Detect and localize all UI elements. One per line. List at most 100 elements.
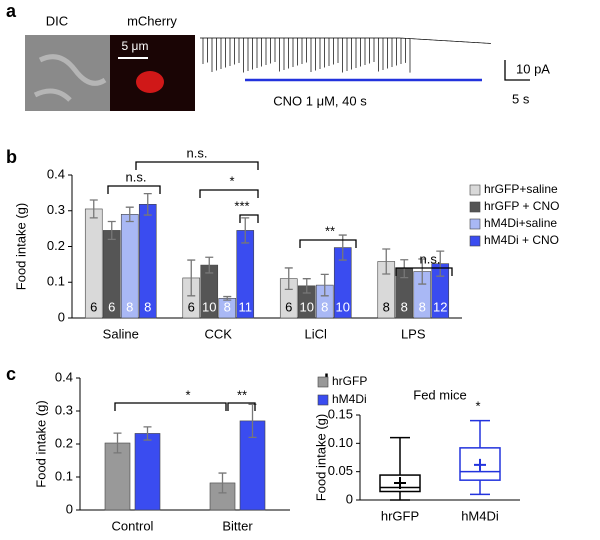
sig-label: ** — [325, 223, 335, 238]
scale-label: 10 pA — [516, 61, 550, 76]
sig-bracket — [114, 402, 227, 411]
error-bar — [284, 267, 293, 291]
error-bar — [143, 192, 152, 216]
error-bar — [320, 273, 329, 297]
n-label: 8 — [144, 299, 151, 314]
y-tick-label: 0 — [66, 501, 73, 516]
n-label: 10 — [202, 299, 216, 314]
error-bar — [302, 278, 311, 294]
y-axis-label: Food intake (g) — [13, 203, 28, 290]
mean-marker — [394, 477, 406, 489]
stimulus-label: CNO 1 μM, 40 s — [273, 93, 367, 108]
y-tick-label: 0.10 — [328, 435, 353, 450]
x-tick-label: LPS — [401, 326, 426, 341]
image-scale: 5 μm — [122, 39, 149, 53]
y-tick-label: 0.15 — [328, 406, 353, 421]
x-tick-label: hM4Di — [461, 508, 499, 523]
n-label: 6 — [285, 299, 292, 314]
n-label: 8 — [321, 299, 328, 314]
dic-texture — [33, 54, 107, 102]
error-bar — [436, 250, 445, 277]
y-tick-label: 0 — [58, 309, 65, 324]
error-bar — [218, 472, 227, 494]
trace — [200, 37, 492, 73]
y-tick-label: 0.1 — [47, 274, 65, 289]
legend-swatch — [469, 184, 481, 196]
error-bar — [418, 258, 427, 285]
sig-bracket — [299, 239, 357, 248]
error-bar — [113, 432, 122, 454]
error-bar — [223, 295, 232, 301]
y-axis-label: Food intake (g) — [33, 400, 48, 487]
sig-label: *** — [234, 198, 249, 213]
n-label: 11 — [239, 299, 253, 314]
cell — [136, 71, 164, 93]
error-bar — [382, 248, 391, 275]
legend-label: hrGFP — [332, 374, 367, 388]
sig-bracket — [135, 161, 259, 170]
chart-title: Fed mice — [413, 387, 466, 402]
n-label: 6 — [108, 299, 115, 314]
sig-label: n.s. — [420, 251, 441, 266]
n-label: 10 — [336, 299, 350, 314]
legend-label: hM4Di + CNO — [484, 233, 559, 247]
sig-label: * — [229, 173, 234, 188]
n-label: 6 — [90, 299, 97, 314]
panel-label: a — [6, 1, 17, 21]
x-tick-label: Bitter — [222, 518, 253, 533]
bar — [134, 433, 161, 511]
panel-label: c — [6, 364, 16, 384]
sig-label: ** — [237, 387, 247, 402]
y-tick-label: 0.4 — [55, 369, 73, 384]
sig-bracket — [199, 189, 259, 198]
legend-swatch — [317, 376, 329, 388]
bar — [104, 442, 131, 511]
error-bar — [89, 199, 98, 219]
error-bar — [241, 217, 250, 244]
x-tick-label: Saline — [103, 326, 139, 341]
n-label: 10 — [300, 299, 314, 314]
scale-bar — [504, 60, 530, 81]
image-label: mCherry — [127, 13, 177, 28]
sig-label: * — [475, 398, 480, 413]
y-tick-label: 0 — [346, 491, 353, 506]
sig-bracket — [107, 185, 161, 194]
legend-swatch — [469, 218, 481, 230]
y-axis-label: Food intake (g) — [313, 414, 328, 501]
legend-swatch — [469, 235, 481, 247]
n-label: 6 — [188, 299, 195, 314]
scale-label: 5 s — [512, 91, 530, 106]
error-bar — [205, 256, 214, 274]
x-tick-label: Control — [112, 518, 154, 533]
error-bar — [107, 220, 116, 240]
legend-label: hrGFP+saline — [484, 182, 558, 196]
error-bar — [143, 426, 152, 441]
error-bar — [400, 259, 409, 279]
error-bar — [338, 234, 347, 261]
mean-marker — [474, 458, 486, 471]
x-tick-label: CCK — [205, 326, 233, 341]
n-label: 8 — [126, 299, 133, 314]
y-tick-label: 0.3 — [47, 202, 65, 217]
legend-label: hM4Di — [332, 392, 367, 406]
y-tick-label: 0.05 — [328, 463, 353, 478]
image-label: DIC — [46, 13, 68, 28]
legend-swatch — [317, 394, 329, 406]
y-tick-label: 0.3 — [55, 402, 73, 417]
sig-label: n.s. — [126, 169, 147, 184]
y-tick-label: 0.1 — [55, 468, 73, 483]
legend-label: hrGFP + CNO — [484, 199, 559, 213]
n-label: 8 — [224, 299, 231, 314]
n-label: 8 — [419, 299, 426, 314]
x-tick-label: LiCl — [305, 326, 328, 341]
x-tick-label: hrGFP — [381, 508, 419, 523]
error-bar — [187, 259, 196, 297]
sig-label: * — [185, 387, 190, 402]
y-tick-label: 0.2 — [47, 238, 65, 253]
sig-bracket — [239, 214, 259, 223]
sig-bracket — [227, 402, 256, 411]
y-tick-label: 0.4 — [47, 166, 65, 181]
sig-label: n.s. — [187, 145, 208, 160]
legend-swatch — [469, 201, 481, 213]
